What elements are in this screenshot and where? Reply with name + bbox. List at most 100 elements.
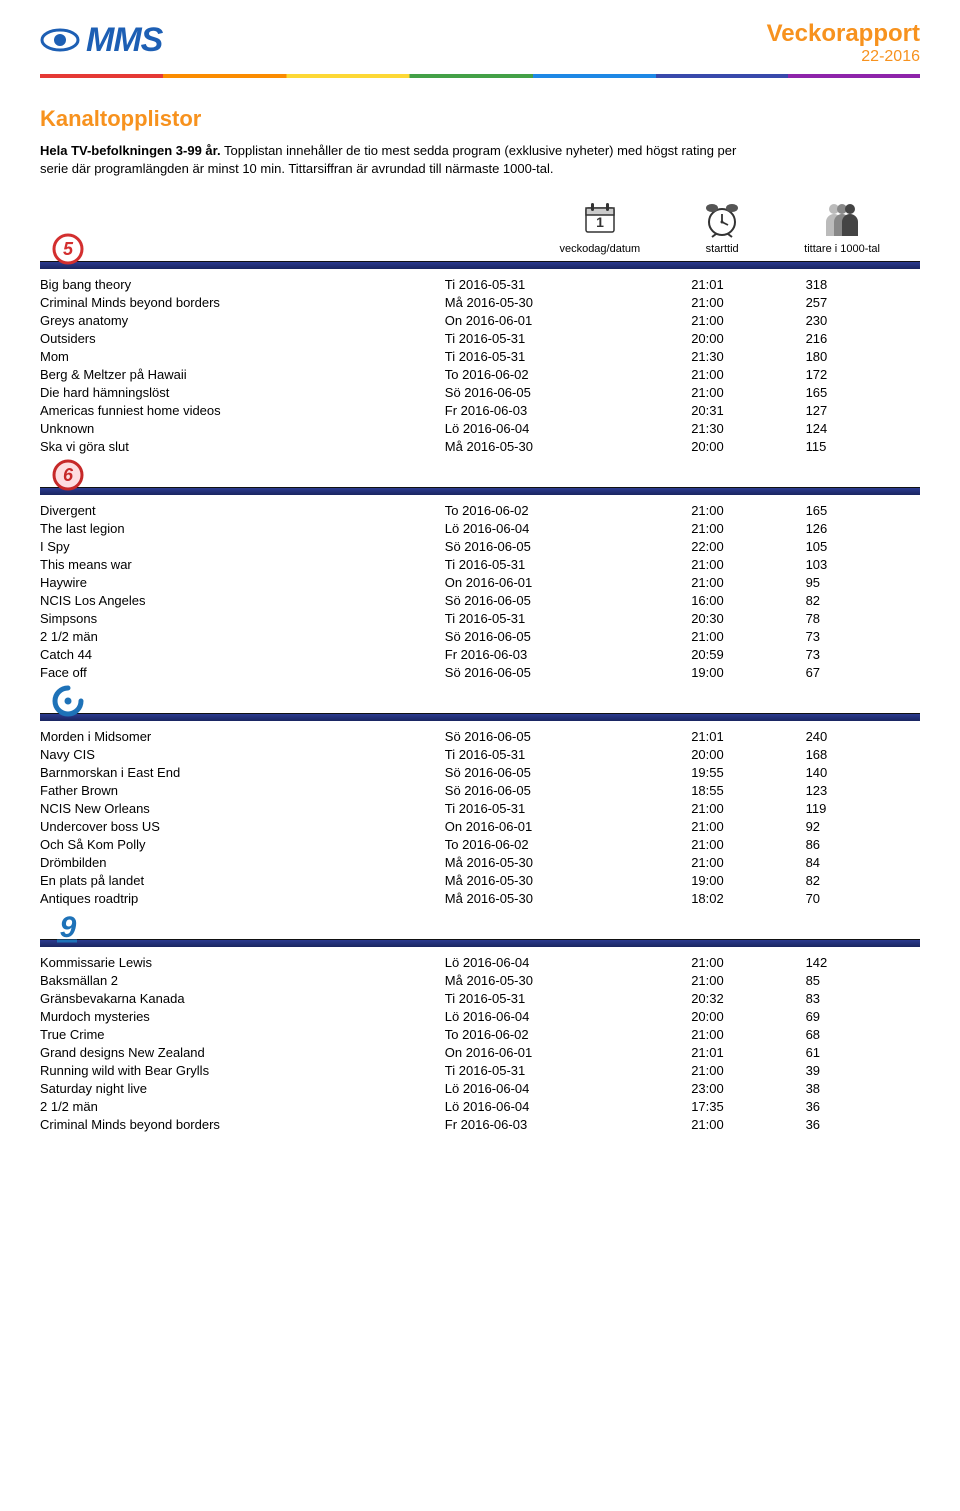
program-time: 20:00 [691,329,805,347]
program-name: Gränsbevakarna Kanada [40,989,445,1007]
svg-text:6: 6 [63,465,74,485]
channel-bar: 6 [40,487,920,495]
program-viewers: 67 [806,663,920,681]
program-time: 23:00 [691,1079,805,1097]
program-viewers: 257 [806,293,920,311]
table-row: I SpySö 2016-06-0522:00105 [40,537,920,555]
table-row: Ska vi göra slutMå 2016-05-3020:00115 [40,437,920,455]
program-date: Ti 2016-05-31 [445,347,691,365]
program-viewers: 36 [806,1097,920,1115]
program-viewers: 36 [806,1115,920,1133]
program-name: Berg & Meltzer på Hawaii [40,365,445,383]
channel-section-kanal5: 5 Big bang theoryTi 2016-05-3121:01318Cr… [40,261,920,455]
table-row: MomTi 2016-05-3121:30180 [40,347,920,365]
program-date: Ti 2016-05-31 [445,275,691,293]
channels-container: 5 Big bang theoryTi 2016-05-3121:01318Cr… [40,261,920,1133]
program-time: 18:55 [691,781,805,799]
table-row: Criminal Minds beyond bordersMå 2016-05-… [40,293,920,311]
program-name: Barnmorskan i East End [40,763,445,781]
program-viewers: 85 [806,971,920,989]
report-title: Veckorapport 22-2016 [767,20,920,66]
program-name: Divergent [40,501,445,519]
program-date: Må 2016-05-30 [445,853,691,871]
program-date: Ti 2016-05-31 [445,1061,691,1079]
program-date: Må 2016-05-30 [445,293,691,311]
program-time: 21:00 [691,293,805,311]
legend-date: 1 veckodag/datum [559,199,640,255]
program-date: Ti 2016-05-31 [445,989,691,1007]
program-viewers: 165 [806,501,920,519]
program-date: Sö 2016-06-05 [445,627,691,645]
table-row: Grand designs New ZealandOn 2016-06-0121… [40,1043,920,1061]
program-name: Saturday night live [40,1079,445,1097]
program-time: 20:32 [691,989,805,1007]
program-name: 2 1/2 män [40,1097,445,1115]
program-viewers: 165 [806,383,920,401]
program-time: 21:30 [691,347,805,365]
program-viewers: 127 [806,401,920,419]
table-row: Criminal Minds beyond bordersFr 2016-06-… [40,1115,920,1133]
program-time: 21:00 [691,365,805,383]
program-time: 17:35 [691,1097,805,1115]
program-time: 16:00 [691,591,805,609]
table-row: Och Så Kom PollyTo 2016-06-0221:0086 [40,835,920,853]
table-row: Big bang theoryTi 2016-05-3121:01318 [40,275,920,293]
program-table: Kommissarie LewisLö 2016-06-0421:00142Ba… [40,953,920,1133]
program-time: 21:00 [691,799,805,817]
program-date: Sö 2016-06-05 [445,727,691,745]
channel-bar: 9 [40,939,920,947]
program-date: Ti 2016-05-31 [445,329,691,347]
program-time: 20:00 [691,1007,805,1025]
program-name: Big bang theory [40,275,445,293]
program-time: 21:00 [691,971,805,989]
program-name: Undercover boss US [40,817,445,835]
table-row: SimpsonsTi 2016-05-3120:3078 [40,609,920,627]
program-name: Running wild with Bear Grylls [40,1061,445,1079]
program-time: 21:00 [691,853,805,871]
program-viewers: 124 [806,419,920,437]
program-date: Lö 2016-06-04 [445,1079,691,1097]
program-name: Outsiders [40,329,445,347]
program-time: 18:02 [691,889,805,907]
program-time: 21:01 [691,727,805,745]
table-row: Navy CISTi 2016-05-3120:00168 [40,745,920,763]
program-date: On 2016-06-01 [445,817,691,835]
program-table: Morden i MidsomerSö 2016-06-0521:01240Na… [40,727,920,907]
program-time: 20:30 [691,609,805,627]
program-viewers: 82 [806,871,920,889]
program-time: 21:00 [691,573,805,591]
program-name: Catch 44 [40,645,445,663]
legend-date-label: veckodag/datum [559,243,640,255]
program-viewers: 115 [806,437,920,455]
program-time: 21:01 [691,275,805,293]
table-row: Morden i MidsomerSö 2016-06-0521:01240 [40,727,920,745]
table-row: Gränsbevakarna KanadaTi 2016-05-3120:328… [40,989,920,1007]
program-name: Murdoch mysteries [40,1007,445,1025]
table-row: NCIS New OrleansTi 2016-05-3121:00119 [40,799,920,817]
program-date: Sö 2016-06-05 [445,781,691,799]
program-date: To 2016-06-02 [445,1025,691,1043]
people-icon [820,199,864,239]
program-date: Må 2016-05-30 [445,871,691,889]
program-name: True Crime [40,1025,445,1043]
channel-section-sjuan: Morden i MidsomerSö 2016-06-0521:01240Na… [40,713,920,907]
table-row: 2 1/2 mänSö 2016-06-0521:0073 [40,627,920,645]
table-row: Father BrownSö 2016-06-0518:55123 [40,781,920,799]
page-header: MMS Veckorapport 22-2016 [40,20,920,66]
legend-viewers: tittare i 1000-tal [804,199,880,255]
program-viewers: 95 [806,573,920,591]
program-time: 21:00 [691,1061,805,1079]
table-row: True CrimeTo 2016-06-0221:0068 [40,1025,920,1043]
intro-bold: Hela TV-befolkningen 3-99 år. [40,143,221,158]
program-name: Kommissarie Lewis [40,953,445,971]
program-viewers: 73 [806,627,920,645]
program-date: Lö 2016-06-04 [445,419,691,437]
program-viewers: 84 [806,853,920,871]
program-date: Fr 2016-06-03 [445,645,691,663]
logo: MMS [40,20,162,60]
table-row: OutsidersTi 2016-05-3120:00216 [40,329,920,347]
program-date: Ti 2016-05-31 [445,745,691,763]
program-date: Må 2016-05-30 [445,971,691,989]
program-time: 21:00 [691,835,805,853]
program-date: Fr 2016-06-03 [445,1115,691,1133]
